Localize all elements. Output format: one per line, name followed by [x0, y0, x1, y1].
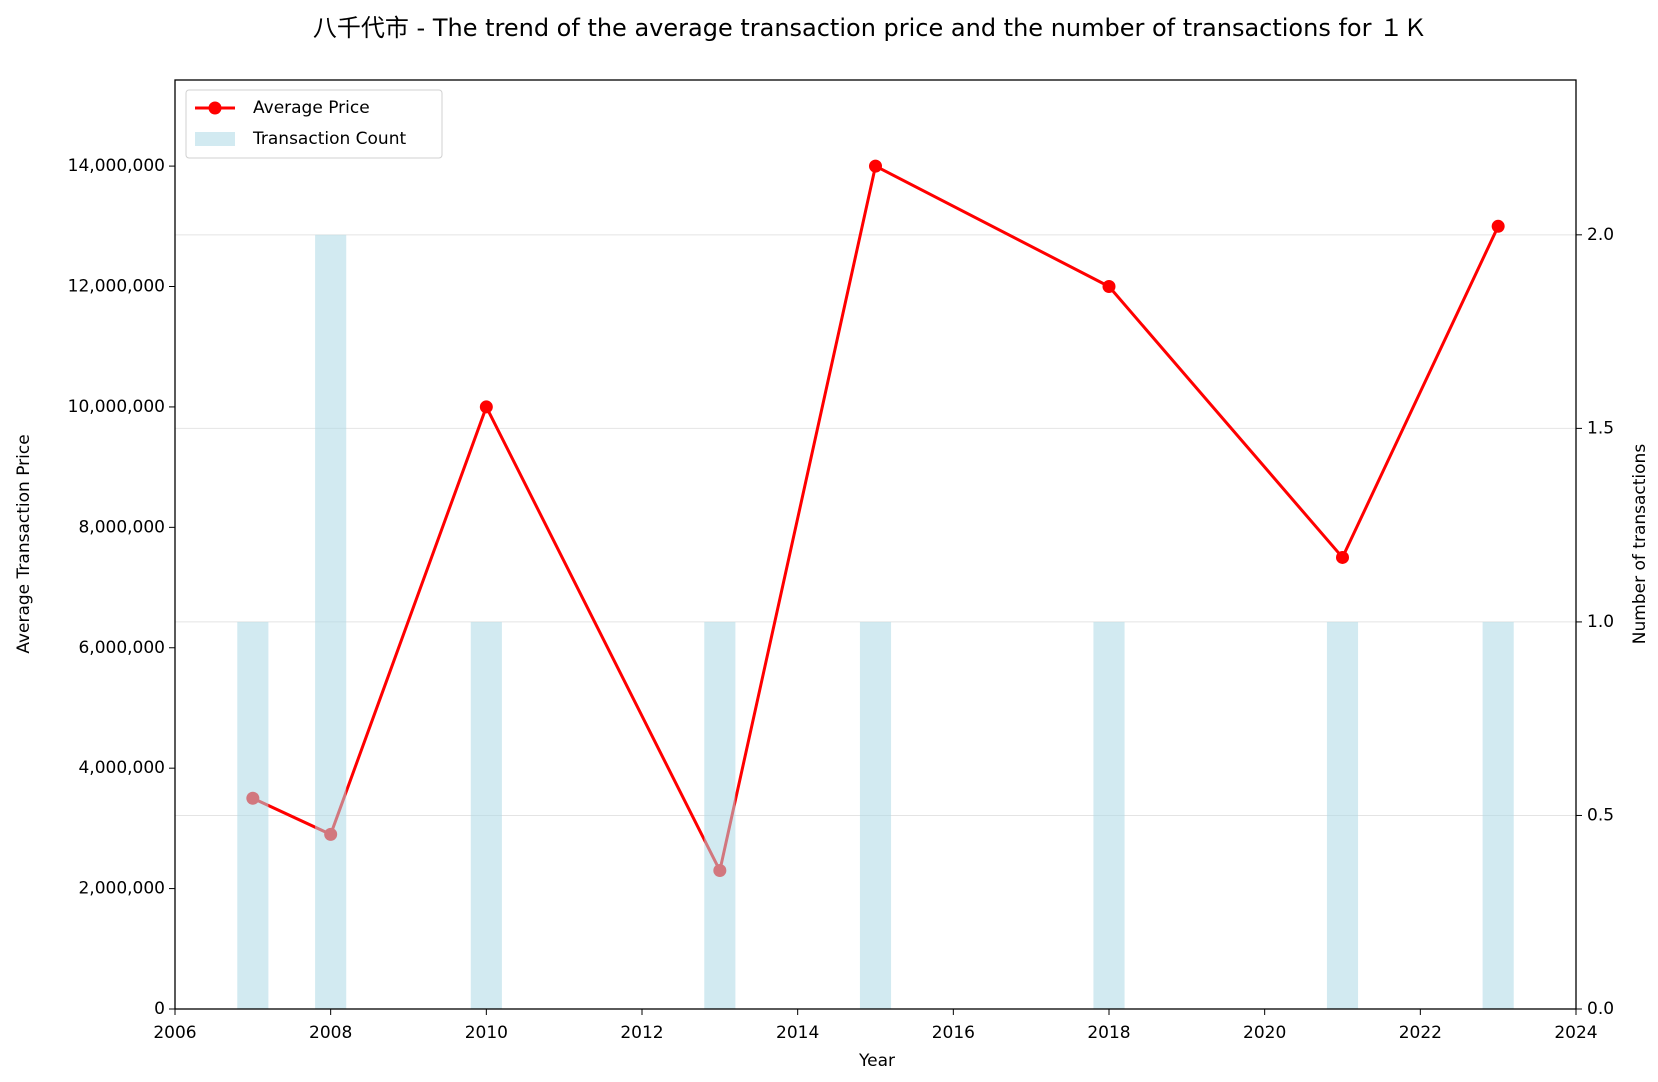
count-bar	[1482, 621, 1514, 1009]
count-bar	[859, 621, 892, 1009]
y2-tick-label: 0.0	[1587, 999, 1614, 1019]
y2-tick-label: 1.5	[1587, 418, 1614, 438]
y-tick-label: 2,000,000	[78, 879, 165, 899]
price-marker	[1491, 219, 1505, 233]
x-tick-label: 2016	[932, 1023, 975, 1043]
x-tick-label: 2018	[1087, 1023, 1130, 1043]
legend-label: Transaction Count	[252, 129, 406, 149]
count-bar	[315, 234, 347, 1010]
y-tick-label: 8,000,000	[78, 517, 165, 537]
price-marker	[1336, 550, 1349, 564]
count-bar	[704, 621, 736, 1009]
y2-axis-label: Number of transactions	[1630, 444, 1650, 645]
y-axis-label: Average Transaction Price	[14, 434, 34, 653]
y-tick-label: 6,000,000	[78, 638, 165, 658]
x-tick-label: 2006	[153, 1023, 196, 1043]
y-tick-label: 12,000,000	[68, 277, 165, 297]
x-tick-label: 2012	[620, 1023, 663, 1043]
count-bar	[1326, 621, 1359, 1009]
legend-swatch-marker	[208, 101, 222, 115]
price-marker	[479, 400, 493, 414]
x-axis-label: Year	[858, 1051, 895, 1071]
price-marker	[869, 159, 882, 173]
y2-tick-label: 0.5	[1587, 805, 1614, 825]
legend-swatch	[195, 132, 235, 146]
legend-label: Average Price	[253, 98, 370, 118]
count-bar	[1093, 621, 1125, 1009]
y2-tick-label: 1.0	[1587, 612, 1614, 632]
count-bar	[470, 621, 502, 1009]
x-tick-label: 2024	[1554, 1023, 1597, 1043]
y-tick-label: 4,000,000	[78, 758, 165, 778]
x-tick-label: 2014	[776, 1023, 819, 1043]
price-marker	[1102, 280, 1116, 294]
plot-frame	[174, 79, 1577, 1010]
y-tick-label: 10,000,000	[68, 397, 165, 417]
y-tick-label: 0	[154, 999, 165, 1019]
chart-title: 八千代市 - The trend of the average transact…	[313, 14, 1427, 42]
count-bar	[237, 621, 269, 1009]
x-tick-label: 2022	[1399, 1023, 1442, 1043]
legend-box	[185, 89, 443, 159]
x-tick-label: 2010	[465, 1023, 508, 1043]
x-tick-label: 2008	[309, 1023, 352, 1043]
price-line	[252, 163, 1500, 875]
y2-tick-label: 2.0	[1587, 225, 1614, 245]
y-tick-label: 14,000,000	[68, 156, 165, 176]
x-tick-label: 2020	[1243, 1023, 1286, 1043]
